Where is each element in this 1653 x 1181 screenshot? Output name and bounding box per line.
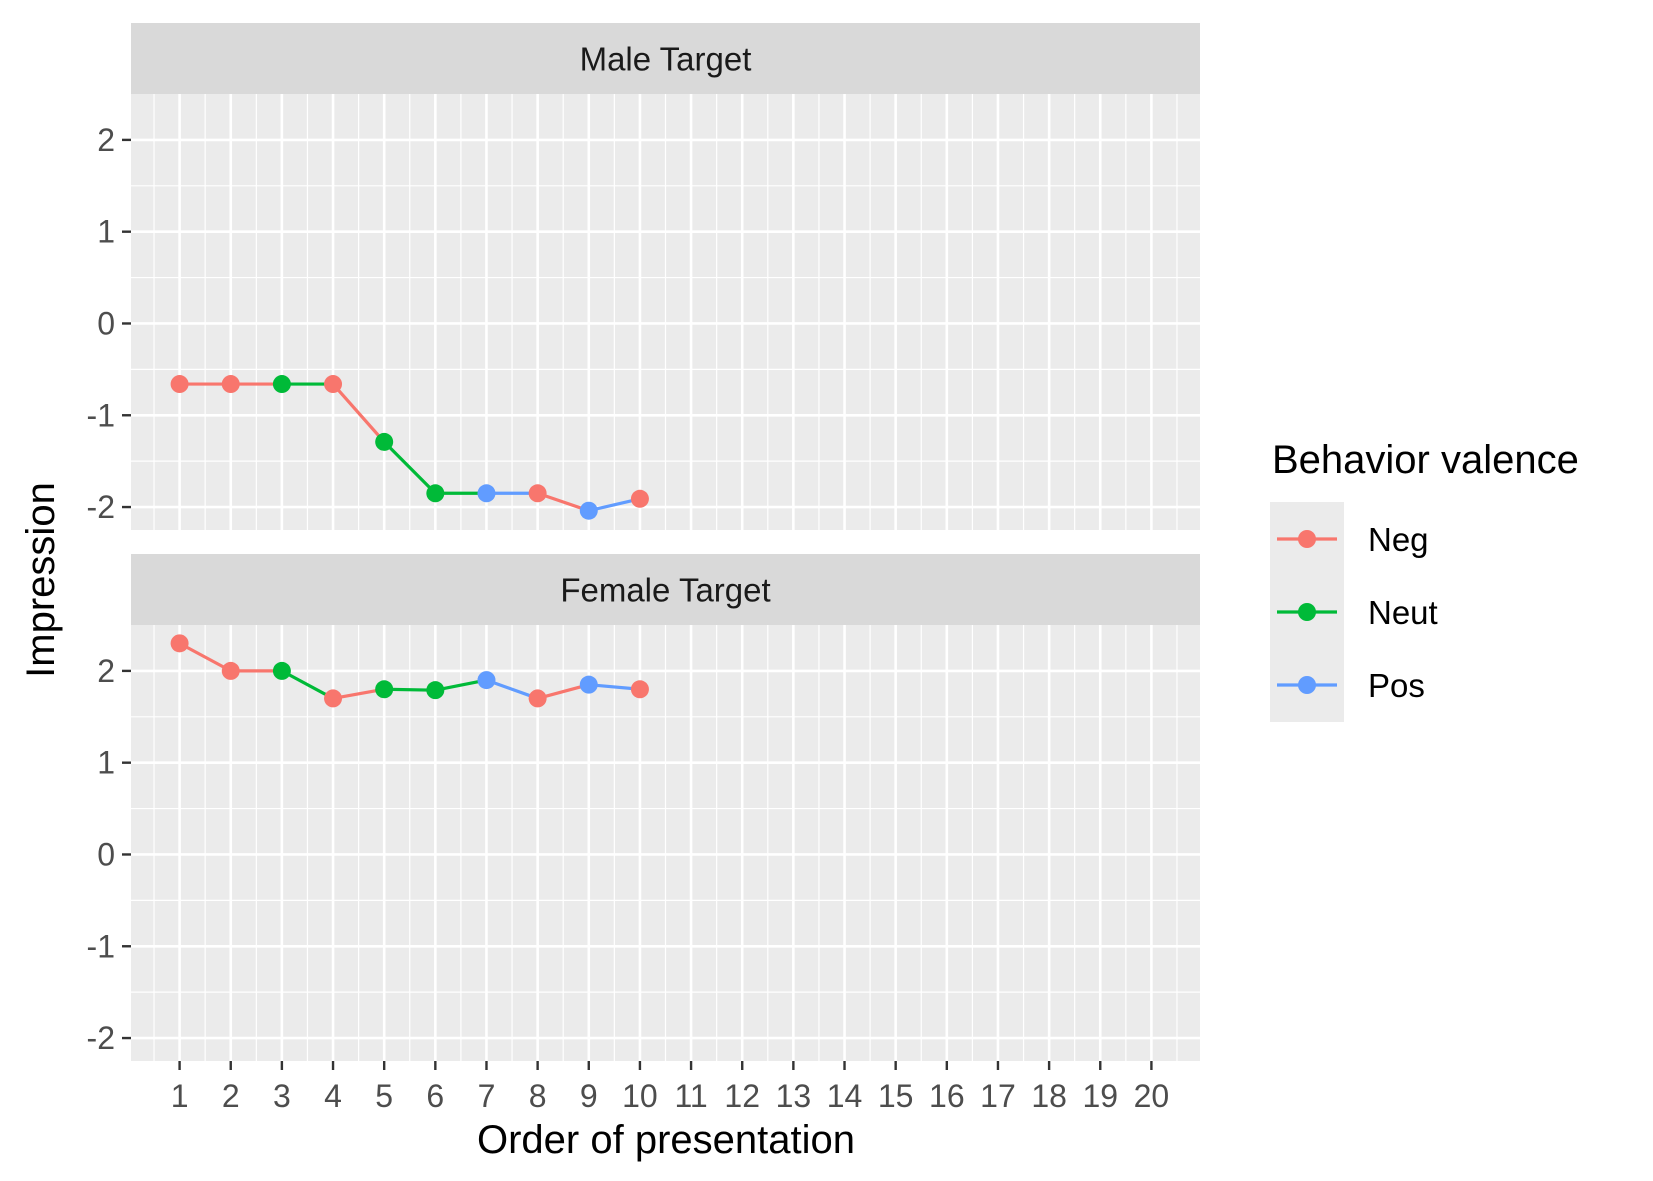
data-point — [426, 484, 445, 503]
series-line-segment — [281, 669, 334, 700]
x-tick-label: 12 — [724, 1078, 760, 1114]
legend-title: Behavior valence — [1272, 438, 1579, 482]
x-tick-label: 11 — [674, 1078, 707, 1114]
data-point — [477, 484, 496, 503]
x-tick-label: 10 — [622, 1078, 658, 1114]
y-tick-label: -1 — [87, 928, 115, 964]
facet-strip-label: Female Target — [560, 572, 770, 609]
x-tick-label: 16 — [929, 1078, 965, 1114]
x-axis: 1 2 3 4 5 6 7 8 9 10 11 12 13 14 15 16 17 18 19 20 — [171, 1061, 1170, 1114]
series-line-segment — [383, 440, 437, 495]
y-tick-label: -2 — [87, 1020, 115, 1056]
data-point — [477, 671, 496, 690]
y-tick-label: 2 — [97, 122, 115, 158]
x-tick-label: 18 — [1031, 1078, 1067, 1114]
data-point — [375, 680, 394, 699]
series-line-segment — [178, 641, 232, 673]
data-point — [272, 375, 291, 394]
data-point — [528, 689, 547, 708]
x-tick-label: 3 — [273, 1078, 291, 1114]
x-tick-label: 17 — [980, 1078, 1016, 1114]
data-point — [221, 661, 240, 680]
data-point — [170, 375, 189, 394]
y-axis-title: Impression — [19, 482, 63, 678]
x-tick-label: 4 — [324, 1078, 342, 1114]
facet-strip — [131, 23, 1200, 94]
data-point — [324, 689, 343, 708]
y-tick-label: 1 — [97, 214, 115, 250]
series-line-segment — [485, 678, 539, 700]
series-line-segment — [331, 382, 386, 443]
x-tick-label: 15 — [878, 1078, 914, 1114]
y-tick-label: 0 — [97, 305, 115, 341]
data-point — [324, 375, 343, 394]
y-tick-label: -1 — [87, 397, 115, 433]
y-tick-label: 0 — [97, 836, 115, 872]
panel-male-target: Male Target 2 1 0 -1 -2 — [87, 23, 1200, 530]
x-axis-title: Order of presentation — [477, 1118, 855, 1162]
x-tick-label: 5 — [375, 1078, 393, 1114]
panels: Male Target 2 1 0 -1 -2 Female Target 2 1 0 -1 -2 — [87, 23, 1200, 1061]
y-tick-label: 2 — [97, 653, 115, 689]
data-point — [426, 681, 445, 700]
data-point — [170, 634, 189, 653]
x-tick-label: 14 — [827, 1078, 863, 1114]
x-tick-label: 20 — [1134, 1078, 1170, 1114]
data-point — [579, 675, 598, 694]
data-point — [630, 489, 649, 508]
data-point — [221, 375, 240, 394]
facet-strip — [131, 554, 1200, 625]
x-tick-label: 9 — [580, 1078, 598, 1114]
facet-strip-label: Male Target — [580, 41, 752, 78]
legend-key-point — [1298, 603, 1316, 621]
x-tick-label: 13 — [776, 1078, 812, 1114]
data-point — [579, 501, 598, 520]
x-tick-label: 6 — [426, 1078, 444, 1114]
y-tick-label: 1 — [97, 745, 115, 781]
x-tick-label: 2 — [222, 1078, 240, 1114]
x-tick-label: 7 — [478, 1078, 496, 1114]
legend-label: Pos — [1368, 667, 1425, 704]
legend-key-point — [1298, 530, 1316, 548]
data-point — [528, 484, 547, 503]
legend-key-point — [1298, 676, 1316, 694]
legend-label: Neg — [1368, 521, 1429, 558]
data-point — [630, 680, 649, 699]
x-tick-label: 19 — [1082, 1078, 1118, 1114]
y-tick-label: -2 — [87, 489, 115, 525]
x-tick-label: 8 — [529, 1078, 547, 1114]
x-tick-label: 1 — [171, 1078, 189, 1114]
panel-female-target: Female Target 2 1 0 -1 -2 — [87, 554, 1200, 1061]
legend-label: Neut — [1368, 594, 1438, 631]
series-line-segment — [537, 491, 590, 513]
data-point — [272, 661, 291, 680]
legend-keys: Neg Neut Pos — [1270, 503, 1438, 722]
data-point — [375, 432, 394, 451]
legend: Behavior valence Neg Neut Pos — [1270, 438, 1579, 722]
